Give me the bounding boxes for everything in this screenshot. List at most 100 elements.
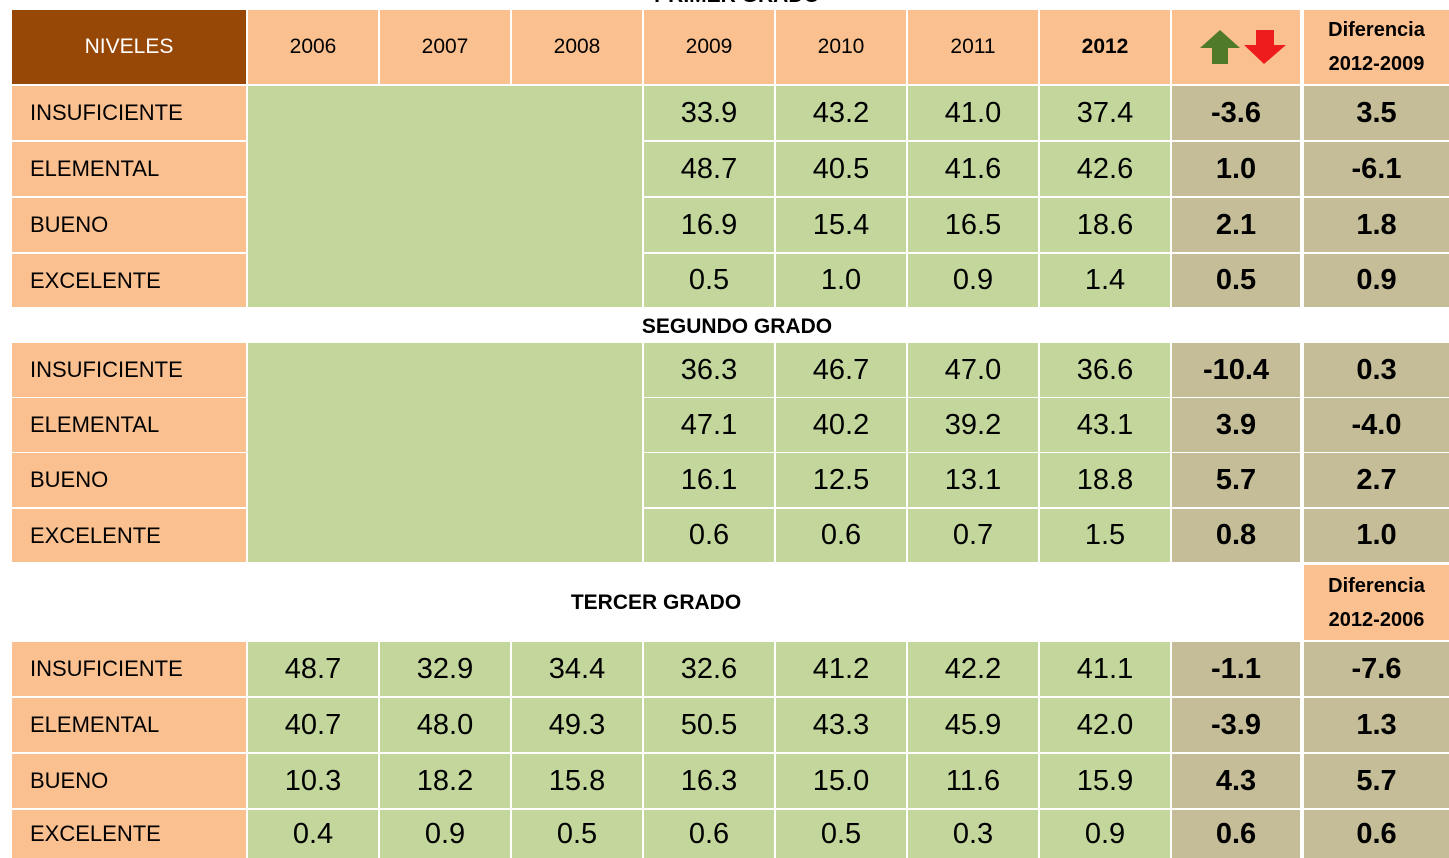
value-cell: 41.1 [1040,642,1170,696]
value-cell: 49.3 [512,698,642,752]
value-cell: 0.5 [776,810,906,858]
difference-header: Diferencia 2012-2006 [1304,565,1449,640]
change-cell: -3.6 [1172,86,1300,140]
value-cell: 18.8 [1040,453,1170,507]
value-cell: 1.0 [776,254,906,307]
value-cell: 34.4 [512,642,642,696]
change-cell: 0.8 [1172,509,1300,562]
value-cell: 0.9 [380,810,510,858]
value-cell: 0.6 [776,509,906,562]
level-cell: ELEMENTAL [12,698,246,752]
value-cell: 48.0 [380,698,510,752]
value-cell: 0.5 [512,810,642,858]
section-title: PRIMER GRADO [654,0,820,8]
value-cell: 43.3 [776,698,906,752]
text-line: Diferencia [1328,574,1425,597]
value-cell: 0.4 [248,810,378,858]
change-cell: 0.5 [1172,254,1300,307]
change-cell: -1.1 [1172,642,1300,696]
value-cell: 0.3 [908,810,1038,858]
value-cell: 12.5 [776,453,906,507]
value-cell: 32.6 [644,642,774,696]
change-cell: 3.9 [1172,398,1300,452]
difference-header: Diferencia 2012-2009 [1304,10,1449,84]
value-cell: 48.7 [248,642,378,696]
value-cell: 16.3 [644,754,774,808]
level-cell: BUENO [12,453,246,507]
section-title: TERCER GRADO [570,591,742,614]
value-cell: 0.5 [644,254,774,307]
value-cell: 16.9 [644,198,774,252]
value-cell: 42.6 [1040,142,1170,196]
value-cell: 42.0 [1040,698,1170,752]
difference-cell: 0.3 [1304,343,1449,397]
value-cell: 0.7 [908,509,1038,562]
section-title: SEGUNDO GRADO [641,315,833,338]
difference-cell: 3.5 [1304,86,1449,140]
value-cell: 39.2 [908,398,1038,452]
value-cell: 15.9 [1040,754,1170,808]
change-cell: -3.9 [1172,698,1300,752]
value-cell: 0.6 [644,810,774,858]
value-cell: 41.0 [908,86,1038,140]
difference-cell: 1.0 [1304,509,1449,562]
header-cell: 2010 [776,10,906,84]
change-cell: 0.6 [1172,810,1300,858]
empty-block [248,86,642,307]
value-cell: 40.7 [248,698,378,752]
difference-cell: 1.3 [1304,698,1449,752]
value-cell: 41.6 [908,142,1038,196]
level-cell: ELEMENTAL [12,142,246,196]
value-cell: 40.5 [776,142,906,196]
value-cell: 33.9 [644,86,774,140]
header-cell: 2007 [380,10,510,84]
value-cell: 0.9 [908,254,1038,307]
header-cell: 2006 [248,10,378,84]
text-line: 2012-2009 [1328,53,1425,75]
value-cell: 37.4 [1040,86,1170,140]
value-cell: 32.9 [380,642,510,696]
level-cell: BUENO [12,754,246,808]
difference-cell: 0.6 [1304,810,1449,858]
level-cell: INSUFICIENTE [12,343,246,397]
value-cell: 46.7 [776,343,906,397]
value-cell: 45.9 [908,698,1038,752]
value-cell: 1.5 [1040,509,1170,562]
value-cell: 1.4 [1040,254,1170,307]
value-cell: 43.2 [776,86,906,140]
change-cell: 2.1 [1172,198,1300,252]
value-cell: 36.6 [1040,343,1170,397]
empty-block [248,343,642,562]
level-cell: EXCELENTE [12,254,246,307]
header-cell: NIVELES [12,10,246,84]
value-cell: 43.1 [1040,398,1170,452]
value-cell: 40.2 [776,398,906,452]
text-line: 2012-2006 [1328,608,1425,631]
change-cell: 1.0 [1172,142,1300,196]
text-line: Diferencia [1328,19,1425,41]
difference-cell: 1.8 [1304,198,1449,252]
difference-cell: 2.7 [1304,453,1449,507]
difference-cell: 0.9 [1304,254,1449,307]
level-cell: EXCELENTE [12,509,246,562]
level-cell: BUENO [12,198,246,252]
value-cell: 50.5 [644,698,774,752]
change-cell: -10.4 [1172,343,1300,397]
value-cell: 36.3 [644,343,774,397]
value-cell: 42.2 [908,642,1038,696]
value-cell: 0.9 [1040,810,1170,858]
difference-cell: -7.6 [1304,642,1449,696]
value-cell: 18.6 [1040,198,1170,252]
value-cell: 15.0 [776,754,906,808]
difference-cell: -4.0 [1304,398,1449,452]
header-cell: 2009 [644,10,774,84]
value-cell: 47.1 [644,398,774,452]
value-cell: 13.1 [908,453,1038,507]
level-cell: INSUFICIENTE [12,642,246,696]
difference-cell: -6.1 [1304,142,1449,196]
difference-cell: 5.7 [1304,754,1449,808]
header-cell: 2012 [1040,10,1170,84]
level-cell: INSUFICIENTE [12,86,246,140]
